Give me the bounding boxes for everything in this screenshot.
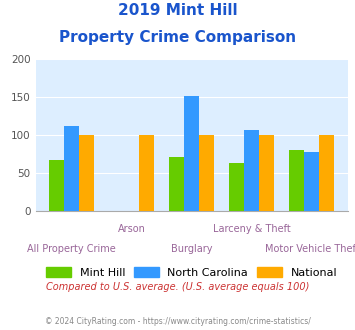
- Text: 2019 Mint Hill: 2019 Mint Hill: [118, 3, 237, 18]
- Bar: [139, 135, 154, 211]
- Text: Motor Vehicle Theft: Motor Vehicle Theft: [264, 244, 355, 254]
- Legend: Mint Hill, North Carolina, National: Mint Hill, North Carolina, National: [42, 262, 342, 282]
- Bar: [259, 135, 274, 211]
- Bar: [184, 96, 199, 211]
- Text: Property Crime Comparison: Property Crime Comparison: [59, 30, 296, 45]
- Text: Larceny & Theft: Larceny & Theft: [213, 224, 291, 234]
- Text: © 2024 CityRating.com - https://www.cityrating.com/crime-statistics/: © 2024 CityRating.com - https://www.city…: [45, 317, 310, 326]
- Bar: [320, 135, 334, 211]
- Bar: [79, 135, 94, 211]
- Bar: [289, 150, 304, 211]
- Bar: [199, 135, 214, 211]
- Bar: [64, 126, 79, 211]
- Text: Arson: Arson: [118, 224, 146, 234]
- Bar: [49, 160, 64, 211]
- Bar: [169, 156, 184, 211]
- Text: Compared to U.S. average. (U.S. average equals 100): Compared to U.S. average. (U.S. average …: [46, 282, 309, 292]
- Bar: [304, 152, 320, 211]
- Text: All Property Crime: All Property Crime: [27, 244, 116, 254]
- Text: Burglary: Burglary: [171, 244, 212, 254]
- Bar: [244, 130, 259, 211]
- Bar: [229, 163, 244, 211]
